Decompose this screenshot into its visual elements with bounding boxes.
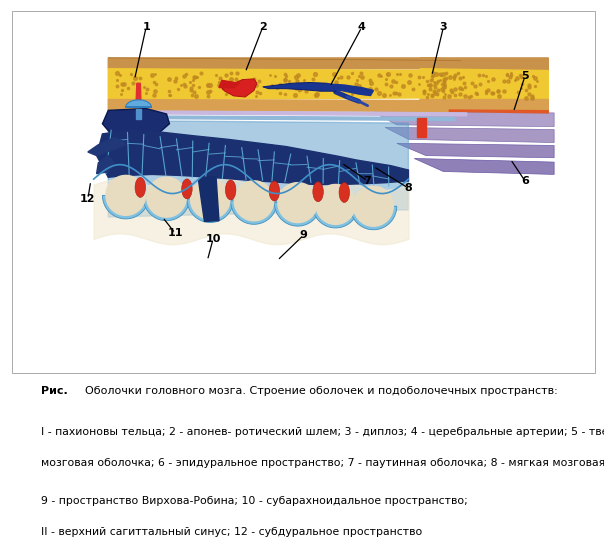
Polygon shape xyxy=(417,118,426,137)
Polygon shape xyxy=(147,177,187,217)
Polygon shape xyxy=(97,156,114,174)
Polygon shape xyxy=(106,175,146,215)
Ellipse shape xyxy=(225,180,236,200)
Polygon shape xyxy=(263,83,338,91)
Polygon shape xyxy=(234,181,274,221)
Polygon shape xyxy=(312,205,359,228)
Text: Рис.: Рис. xyxy=(41,386,68,397)
Polygon shape xyxy=(397,143,554,158)
Polygon shape xyxy=(108,58,467,71)
Polygon shape xyxy=(420,100,548,112)
Polygon shape xyxy=(97,130,408,184)
Text: 4: 4 xyxy=(358,22,366,32)
Text: 9 - пространство Вирхова-Робина; 10 - субарахноидальное пространство;: 9 - пространство Вирхова-Робина; 10 - су… xyxy=(41,496,468,506)
Polygon shape xyxy=(108,100,467,112)
Polygon shape xyxy=(350,206,397,230)
Text: I - пахионовы тельца; 2 - апонев- ротический шлем; 3 - диплоз; 4 - церебральные : I - пахионовы тельца; 2 - апонев- ротиче… xyxy=(41,428,604,437)
Polygon shape xyxy=(354,186,393,226)
Ellipse shape xyxy=(313,182,323,202)
Polygon shape xyxy=(316,184,355,224)
Text: 12: 12 xyxy=(80,194,95,204)
Text: 3: 3 xyxy=(440,22,447,32)
Polygon shape xyxy=(420,69,548,100)
Polygon shape xyxy=(278,183,318,222)
Polygon shape xyxy=(420,58,548,71)
Text: 9: 9 xyxy=(300,230,307,240)
Polygon shape xyxy=(199,177,219,221)
Text: 11: 11 xyxy=(167,228,183,238)
Text: 6: 6 xyxy=(521,176,529,186)
Polygon shape xyxy=(108,69,467,100)
Polygon shape xyxy=(88,138,126,156)
Polygon shape xyxy=(222,79,257,97)
Ellipse shape xyxy=(182,179,192,199)
Text: 8: 8 xyxy=(405,183,413,193)
Text: 10: 10 xyxy=(205,234,221,244)
Polygon shape xyxy=(126,100,152,107)
Polygon shape xyxy=(143,197,190,221)
Polygon shape xyxy=(219,81,239,88)
Polygon shape xyxy=(414,158,554,175)
Polygon shape xyxy=(187,199,234,222)
Polygon shape xyxy=(108,111,467,116)
Polygon shape xyxy=(274,202,321,226)
Text: 1: 1 xyxy=(143,22,150,32)
Polygon shape xyxy=(385,127,554,143)
Text: Оболочки головного мозга. Строение оболочек и подоболочечных пространств:: Оболочки головного мозга. Строение оболо… xyxy=(78,386,557,397)
Text: мозговая оболочка; 6 - эпидуральное пространство; 7 - паутинная оболочка; 8 - мя: мозговая оболочка; 6 - эпидуральное прос… xyxy=(41,458,604,468)
Ellipse shape xyxy=(269,181,280,201)
Ellipse shape xyxy=(135,177,146,197)
Polygon shape xyxy=(103,195,149,219)
Polygon shape xyxy=(136,109,141,120)
Text: 5: 5 xyxy=(521,71,529,81)
Polygon shape xyxy=(137,83,141,100)
Ellipse shape xyxy=(339,183,350,202)
Polygon shape xyxy=(108,120,408,217)
Polygon shape xyxy=(449,110,548,113)
Text: II - верхний сагиттальный синус; 12 - субдуральное пространство: II - верхний сагиттальный синус; 12 - су… xyxy=(41,527,422,537)
Polygon shape xyxy=(190,179,230,219)
Polygon shape xyxy=(108,116,455,120)
Polygon shape xyxy=(103,109,170,139)
Text: 7: 7 xyxy=(364,176,371,186)
Polygon shape xyxy=(373,112,554,127)
Polygon shape xyxy=(326,84,373,96)
Polygon shape xyxy=(231,201,277,224)
Text: 2: 2 xyxy=(259,22,266,32)
